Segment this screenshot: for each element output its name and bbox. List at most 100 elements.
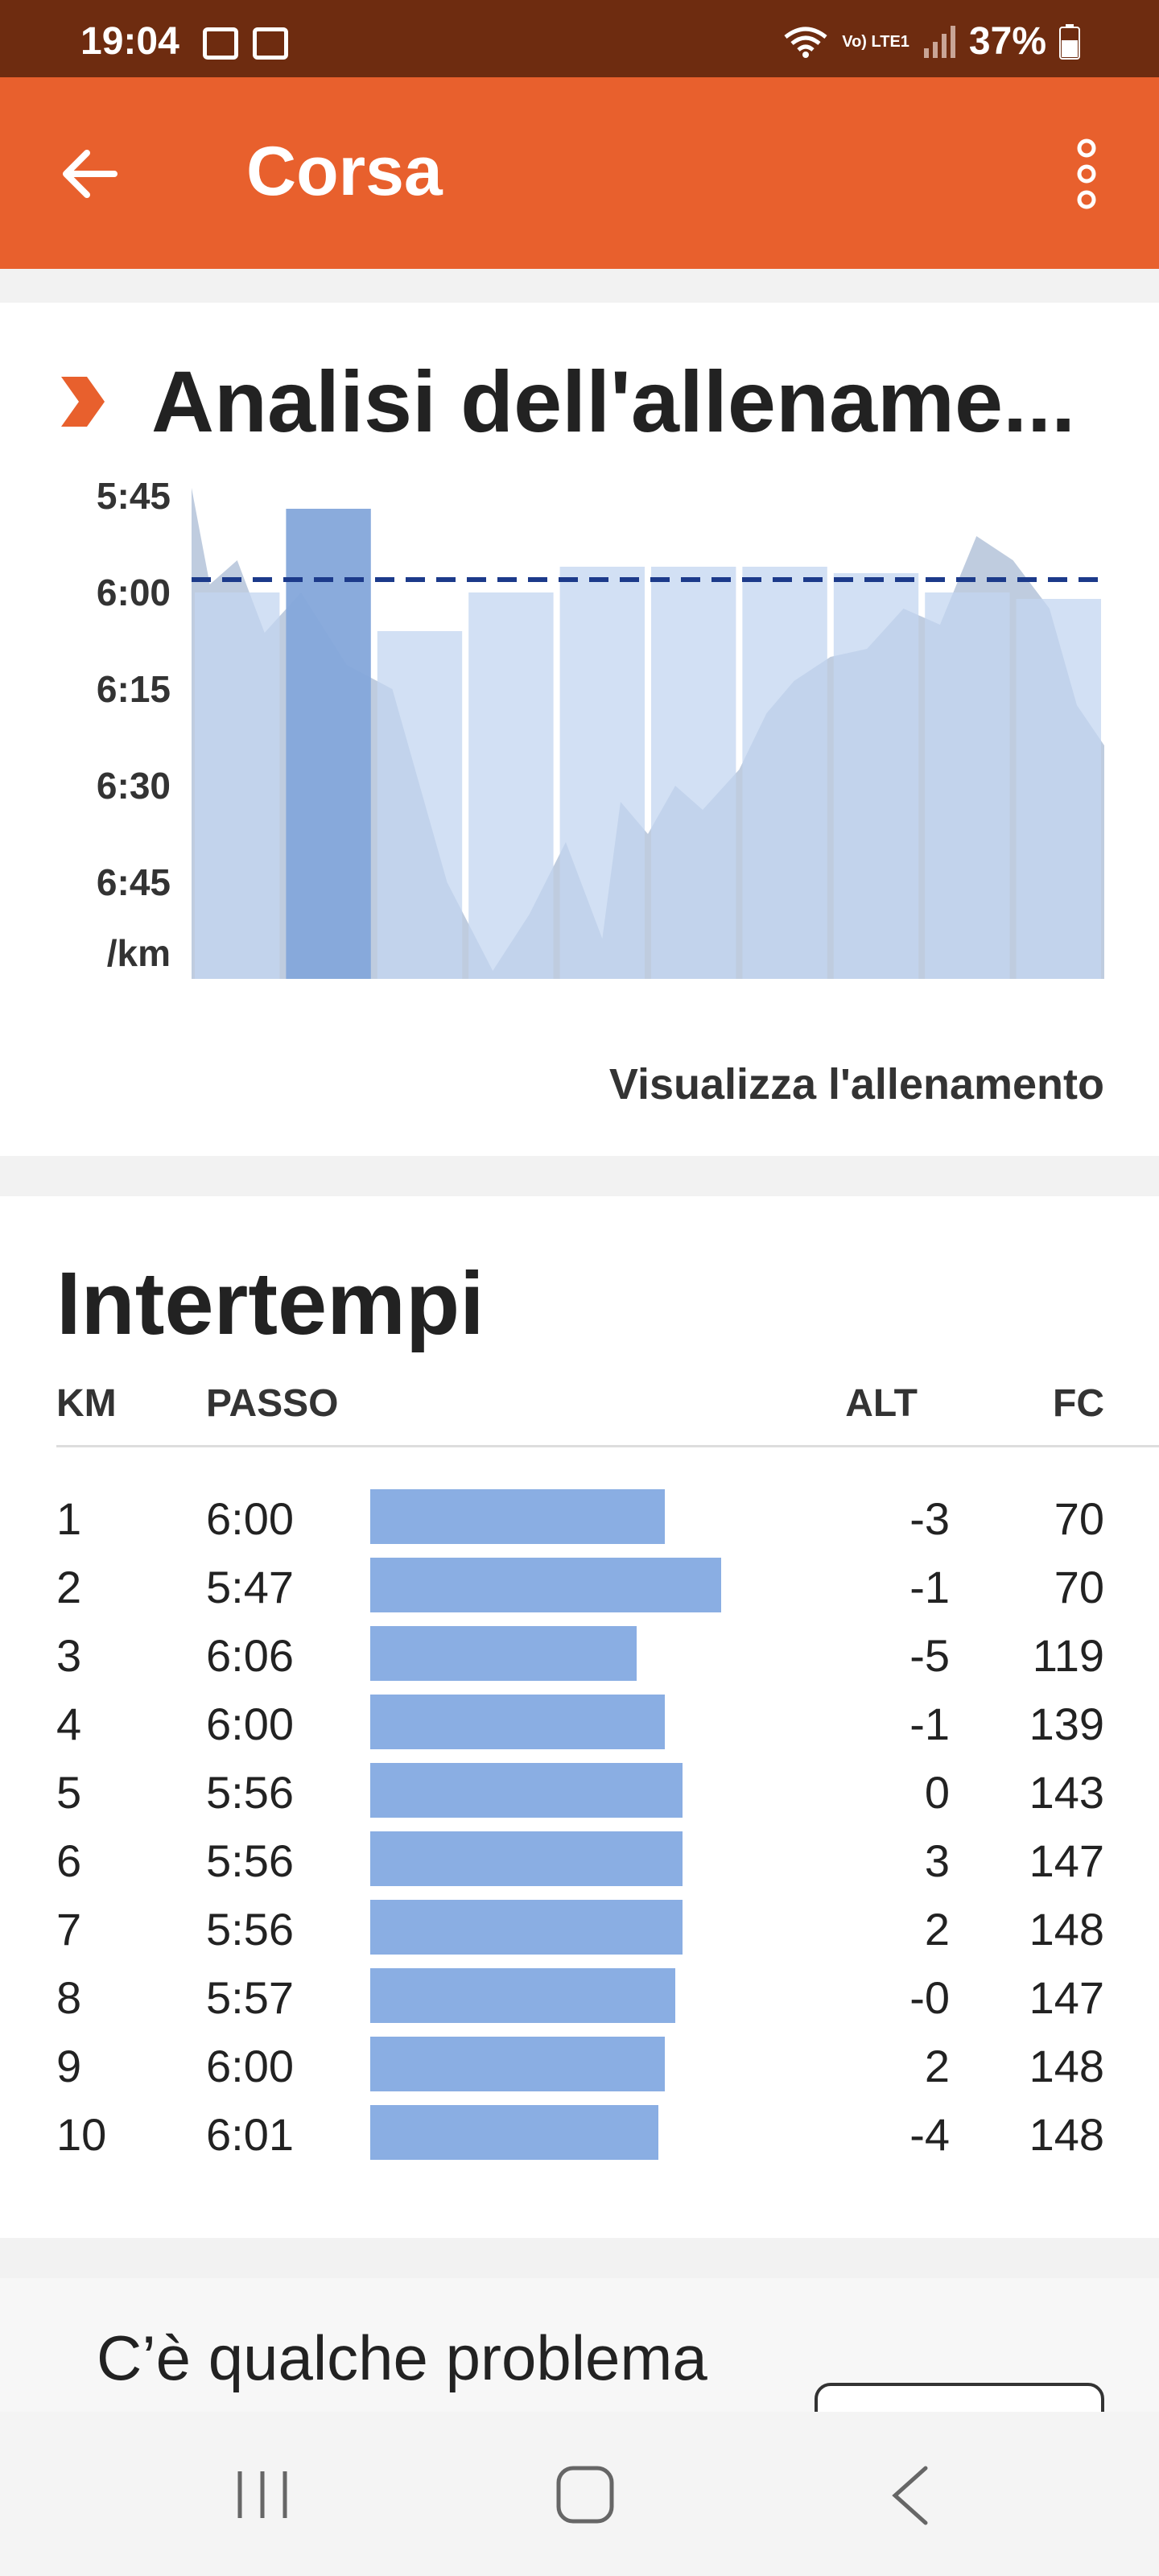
status-right: Vo) LTE1 37% — [782, 19, 1080, 64]
problem-text: C’è qualche problema — [97, 2322, 707, 2393]
split-pace-bar — [370, 1968, 675, 2023]
header-pace: PASSO — [206, 1382, 339, 1425]
split-alt: -1 — [909, 1699, 950, 1749]
status-time: 19:04 — [80, 20, 179, 63]
split-fc: 139 — [1029, 1699, 1104, 1749]
split-row: 10 6:01 -4 148 — [56, 2100, 1104, 2165]
split-fc: 148 — [1029, 2109, 1104, 2160]
pace-bar-km-7 — [742, 567, 827, 979]
split-alt: -4 — [909, 2109, 950, 2160]
split-pace-bar — [370, 1695, 665, 1749]
pace-bar-km-6 — [651, 567, 736, 979]
lte-icon: Vo) LTE1 — [842, 32, 909, 51]
split-pace: 5:56 — [206, 1904, 294, 1955]
split-pace-bar — [370, 2105, 658, 2160]
split-pace-bar — [370, 1489, 665, 1544]
page-title: Corsa — [246, 133, 443, 210]
view-workout-link[interactable]: Visualizza l'allenamento — [608, 1060, 1104, 1108]
nav-back-icon[interactable] — [889, 2465, 930, 2526]
app-bar: Corsa — [0, 77, 1159, 269]
split-pace-bar — [370, 2037, 665, 2091]
pace-bar-km-9 — [925, 592, 1010, 979]
battery-icon — [1059, 23, 1080, 60]
pace-bar-km-8 — [833, 573, 919, 979]
workout-analysis-card: Analisi dell'allename... 5:45 6:00 6:15 6:3… — [0, 303, 1159, 1156]
system-nav-bar — [0, 2412, 1159, 2576]
y-tick-label: 6:15 — [97, 668, 171, 710]
analysis-header[interactable]: Analisi dell'allename... — [58, 351, 1075, 452]
home-icon[interactable] — [555, 2465, 615, 2524]
split-row: 1 6:00 -3 70 — [56, 1484, 1104, 1549]
notification-icons — [203, 27, 288, 60]
split-pace: 5:57 — [206, 1972, 294, 2023]
y-tick-label: 6:00 — [97, 572, 171, 613]
y-tick-label: 5:45 — [97, 475, 171, 517]
split-row: 3 6:06 -5 119 — [56, 1621, 1104, 1686]
split-alt: 2 — [924, 2041, 950, 2091]
battery-percent: 37% — [968, 20, 1046, 63]
split-fc: 143 — [1029, 1767, 1104, 1818]
header-fc: FC — [1053, 1382, 1104, 1425]
header-km: KM — [56, 1382, 117, 1425]
status-bar: 19:04 Vo) LTE1 37% — [0, 0, 1159, 77]
split-fc: 70 — [1054, 1493, 1104, 1544]
chevron-right-icon — [61, 376, 105, 427]
split-fc: 148 — [1029, 1904, 1104, 1955]
split-km: 9 — [56, 2041, 82, 2091]
split-km: 1 — [56, 1493, 82, 1544]
split-km: 6 — [56, 1835, 82, 1886]
split-km: 3 — [56, 1630, 82, 1681]
split-pace: 6:00 — [206, 1699, 294, 1749]
split-pace-bar — [370, 1831, 683, 1886]
split-row: 8 5:57 -0 147 — [56, 1963, 1104, 2028]
split-fc: 147 — [1029, 1972, 1104, 2023]
outlook-icon — [253, 27, 288, 60]
split-alt: -5 — [909, 1630, 950, 1681]
split-row: 7 5:56 2 148 — [56, 1895, 1104, 1959]
pace-bar-km-2 — [286, 509, 371, 979]
wifi-icon — [784, 27, 827, 58]
splits-card: Intertempi KM PASSO ALT FC 1 6:00 -3 70 2 5:4… — [0, 1196, 1159, 2238]
split-pace-bar — [370, 1558, 721, 1612]
split-pace-bar — [370, 1626, 637, 1681]
split-pace-bar — [370, 1900, 683, 1955]
split-row: 2 5:47 -1 70 — [56, 1553, 1104, 1617]
pace-bar-km-4 — [468, 592, 554, 979]
split-fc: 119 — [1032, 1630, 1104, 1681]
split-alt: 3 — [924, 1835, 950, 1886]
recent-apps-icon[interactable] — [233, 2468, 291, 2521]
split-pace-bar — [370, 1763, 683, 1818]
split-alt: -0 — [909, 1972, 950, 2023]
split-fc: 148 — [1029, 2041, 1104, 2091]
y-tick-label: 6:45 — [97, 861, 171, 903]
split-alt: 0 — [924, 1767, 950, 1818]
analysis-title: Analisi dell'allename... — [151, 353, 1076, 450]
split-km: 2 — [56, 1562, 82, 1612]
split-row: 6 5:56 3 147 — [56, 1827, 1104, 1891]
back-arrow-icon[interactable] — [56, 142, 121, 206]
splits-title: Intertempi — [56, 1254, 485, 1353]
split-row: 5 5:56 0 143 — [56, 1758, 1104, 1823]
split-pace: 5:56 — [206, 1767, 294, 1818]
split-fc: 147 — [1029, 1835, 1104, 1886]
split-pace: 6:01 — [206, 2109, 294, 2160]
split-km: 5 — [56, 1767, 82, 1818]
pace-chart: 5:45 6:00 6:15 6:30 6:45/km — [97, 475, 1104, 979]
pace-bar-km-1 — [195, 592, 280, 979]
pace-bar-km-3 — [377, 631, 463, 979]
split-fc: 70 — [1054, 1562, 1104, 1612]
split-row: 9 6:00 2 148 — [56, 2032, 1104, 2096]
split-pace: 6:06 — [206, 1630, 294, 1681]
split-pace: 5:47 — [206, 1562, 294, 1612]
image-icon — [203, 27, 238, 60]
header-alt: ALT — [845, 1382, 918, 1425]
more-options-icon[interactable] — [1062, 134, 1111, 214]
split-km: 8 — [56, 1972, 82, 2023]
split-alt: -3 — [909, 1493, 950, 1544]
split-alt: -1 — [909, 1562, 950, 1612]
y-unit-label: /km — [107, 932, 171, 974]
split-pace: 5:56 — [206, 1835, 294, 1886]
split-km: 4 — [56, 1699, 82, 1749]
split-pace: 6:00 — [206, 2041, 294, 2091]
signal-icon — [923, 25, 955, 58]
